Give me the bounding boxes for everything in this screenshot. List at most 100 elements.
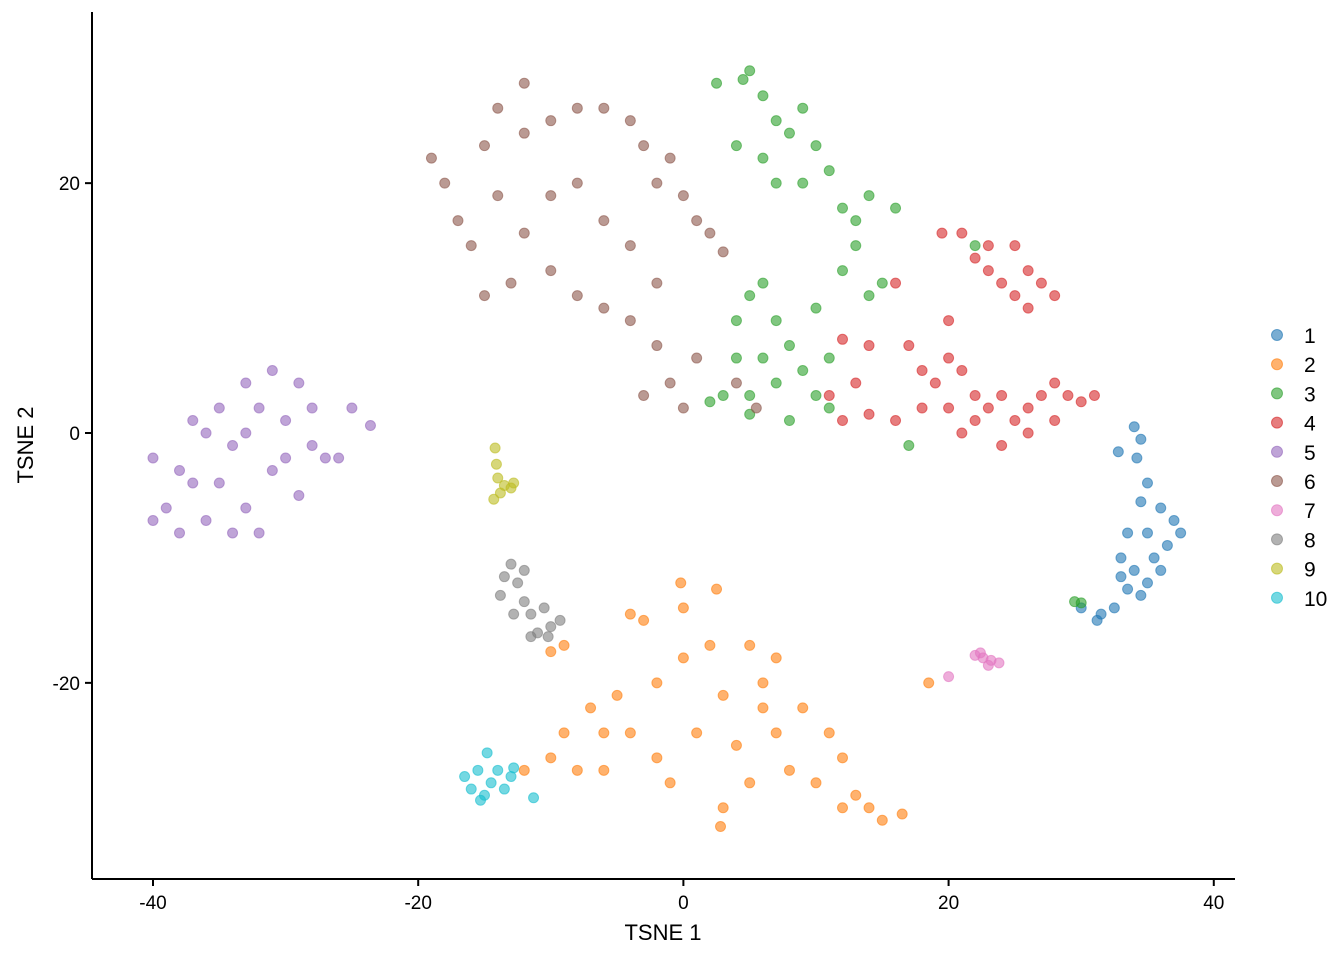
point-cluster-5 (280, 415, 292, 427)
point-cluster-2 (715, 821, 727, 833)
point-cluster-5 (266, 464, 278, 476)
point-cluster-4 (1062, 390, 1074, 402)
point-cluster-4 (1022, 302, 1034, 314)
point-cluster-3 (730, 352, 742, 364)
point-cluster-4 (903, 340, 915, 352)
point-cluster-6 (478, 290, 490, 302)
point-cluster-6 (545, 115, 557, 127)
point-cluster-1 (1112, 446, 1124, 458)
legend-swatch-9 (1271, 562, 1283, 575)
point-cluster-3 (770, 177, 782, 189)
point-cluster-2 (757, 702, 769, 714)
point-cluster-4 (996, 390, 1008, 402)
point-cluster-2 (624, 608, 636, 620)
point-cluster-1 (1128, 564, 1140, 576)
legend-swatch-3 (1271, 387, 1283, 400)
point-cluster-6 (452, 215, 464, 227)
point-cluster-4 (956, 365, 968, 377)
point-cluster-4 (916, 365, 928, 377)
point-cluster-8 (538, 602, 550, 614)
point-cluster-5 (240, 427, 252, 439)
point-cluster-6 (505, 277, 517, 289)
point-cluster-3 (783, 340, 795, 352)
point-cluster-2 (717, 802, 729, 814)
point-cluster-2 (783, 764, 795, 776)
point-cluster-2 (598, 727, 610, 739)
point-cluster-2 (677, 602, 689, 614)
point-cluster-6 (518, 77, 530, 89)
point-cluster-4 (929, 377, 941, 389)
point-cluster-2 (837, 802, 849, 814)
point-cluster-2 (598, 764, 610, 776)
point-cluster-5 (147, 514, 159, 526)
point-cluster-5 (200, 427, 212, 439)
point-cluster-4 (1035, 277, 1047, 289)
point-cluster-5 (227, 440, 239, 451)
x-tick-label: 40 (1203, 893, 1224, 914)
point-cluster-5 (306, 402, 318, 414)
legend-swatch-8 (1271, 533, 1283, 546)
point-cluster-6 (677, 190, 689, 202)
point-cluster-9 (488, 493, 500, 505)
legend-swatch-4 (1271, 416, 1283, 429)
point-cluster-8 (545, 621, 557, 633)
point-cluster-2 (744, 777, 756, 789)
point-cluster-2 (651, 752, 663, 764)
point-cluster-4 (837, 415, 849, 427)
legend: 1 2 3 4 5 6 7 8 9 10 (1271, 325, 1327, 611)
point-cluster-3 (1075, 597, 1087, 609)
point-cluster-2 (545, 646, 557, 658)
point-cluster-4 (982, 265, 994, 277)
point-cluster-5 (147, 452, 159, 464)
point-cluster-3 (783, 415, 795, 427)
point-cluster-4 (837, 333, 849, 345)
point-cluster-3 (876, 277, 888, 289)
point-cluster-2 (675, 577, 687, 589)
point-cluster-3 (823, 165, 835, 177)
point-cluster-3 (757, 90, 769, 102)
point-cluster-1 (1141, 527, 1153, 539)
point-cluster-4 (890, 277, 902, 289)
point-cluster-3 (704, 396, 716, 408)
point-cluster-3 (757, 277, 769, 289)
point-cluster-6 (638, 140, 650, 152)
point-cluster-10 (508, 762, 520, 774)
x-tick-label: -20 (404, 893, 431, 914)
point-cluster-4 (1049, 290, 1061, 302)
point-cluster-2 (677, 652, 689, 664)
point-cluster-6 (545, 265, 557, 277)
point-cluster-6 (638, 390, 650, 402)
point-cluster-4 (969, 252, 981, 264)
legend-label-10: 10 (1304, 588, 1327, 611)
point-cluster-6 (691, 215, 703, 227)
point-cluster-3 (810, 140, 822, 152)
point-cluster-6 (664, 377, 676, 389)
point-cluster-3 (783, 127, 795, 139)
point-cluster-2 (611, 689, 623, 701)
point-cluster-3 (744, 65, 756, 77)
x-tick-label: 20 (938, 893, 959, 914)
legend-label-7: 7 (1304, 500, 1316, 523)
point-cluster-4 (969, 390, 981, 402)
point-cluster-4 (916, 402, 928, 414)
x-tick-label: -40 (139, 893, 166, 914)
point-cluster-3 (903, 440, 915, 451)
point-cluster-2 (797, 702, 809, 714)
point-cluster-5 (213, 477, 225, 489)
y-tick-label: -20 (53, 674, 80, 695)
point-cluster-3 (744, 390, 756, 402)
point-cluster-3 (797, 177, 809, 189)
point-cluster-4 (996, 277, 1008, 289)
point-cluster-3 (737, 73, 749, 85)
point-cluster-1 (1131, 452, 1143, 464)
point-cluster-3 (863, 190, 875, 202)
legend-swatch-1 (1271, 329, 1283, 341)
point-cluster-3 (711, 77, 723, 89)
point-cluster-3 (730, 140, 742, 152)
legend-swatch-5 (1271, 445, 1283, 458)
point-cluster-9 (508, 477, 520, 489)
point-cluster-10 (481, 747, 493, 759)
point-cluster-5 (253, 402, 265, 414)
point-cluster-10 (485, 777, 497, 789)
point-cluster-2 (923, 677, 935, 689)
